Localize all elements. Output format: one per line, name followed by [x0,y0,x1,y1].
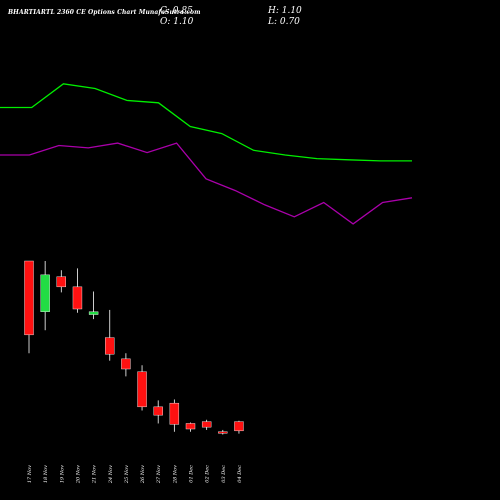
close-value: C: 0.85 [160,6,193,16]
x-tick-label: 21 Nov [92,465,98,484]
candle-body [72,286,83,310]
candle-body [201,421,212,428]
x-tick-label: 20 Nov [75,465,81,484]
x-tick-label: 03 Dec [221,465,227,483]
candle [40,261,50,331]
x-tick-label: 01 Dec [189,465,195,483]
x-axis-ticks: 17 Nov 18 Nov 19 Nov 20 Nov 21 Nov 24 Nov 25 N… [27,465,243,484]
candle [153,400,163,424]
candle [56,270,66,293]
chart-title: BHARTIARTL 2360 CE Options Chart MunafaS… [8,9,201,16]
x-tick-label: 02 Dec [205,465,211,483]
candle-body [24,260,34,336]
x-tick-label: 17 Nov [27,465,33,483]
candle [137,365,147,411]
candle-body [137,371,147,408]
purple-line [0,142,413,225]
x-tick-label: 18 Nov [43,465,49,483]
candle [105,309,115,361]
candle-body [40,274,50,312]
high-value: H: 1.10 [268,6,302,16]
x-tick-label: 25 Nov [124,465,130,484]
x-tick-label: 28 Nov [172,465,178,484]
candle-body [88,311,99,315]
candle-body [105,337,115,355]
candle [218,429,228,435]
low-value: L: 0.70 [268,17,300,27]
x-tick-label: 26 Nov [140,465,146,484]
green-line [0,83,412,162]
candle [201,419,212,430]
x-tick-label: 27 Nov [156,465,162,484]
indicator-lines [0,83,413,225]
candle [72,268,83,313]
candle-body [234,421,244,432]
candle-body [153,406,163,416]
candle [169,399,180,432]
candle-body [169,402,180,425]
candle-body [56,276,66,288]
open-value: O: 1.10 [160,17,194,27]
candlesticks [24,260,244,435]
candle [88,291,99,320]
x-tick-label: 24 Nov [108,465,114,484]
candle-body [185,423,196,430]
x-tick-label: 19 Nov [59,465,65,483]
candle [121,353,131,377]
candle [185,422,196,432]
candle [234,420,244,434]
candle [24,260,34,354]
x-tick-label: 04 Dec [237,465,243,483]
candle-body [218,431,228,434]
candle-body [121,358,131,370]
